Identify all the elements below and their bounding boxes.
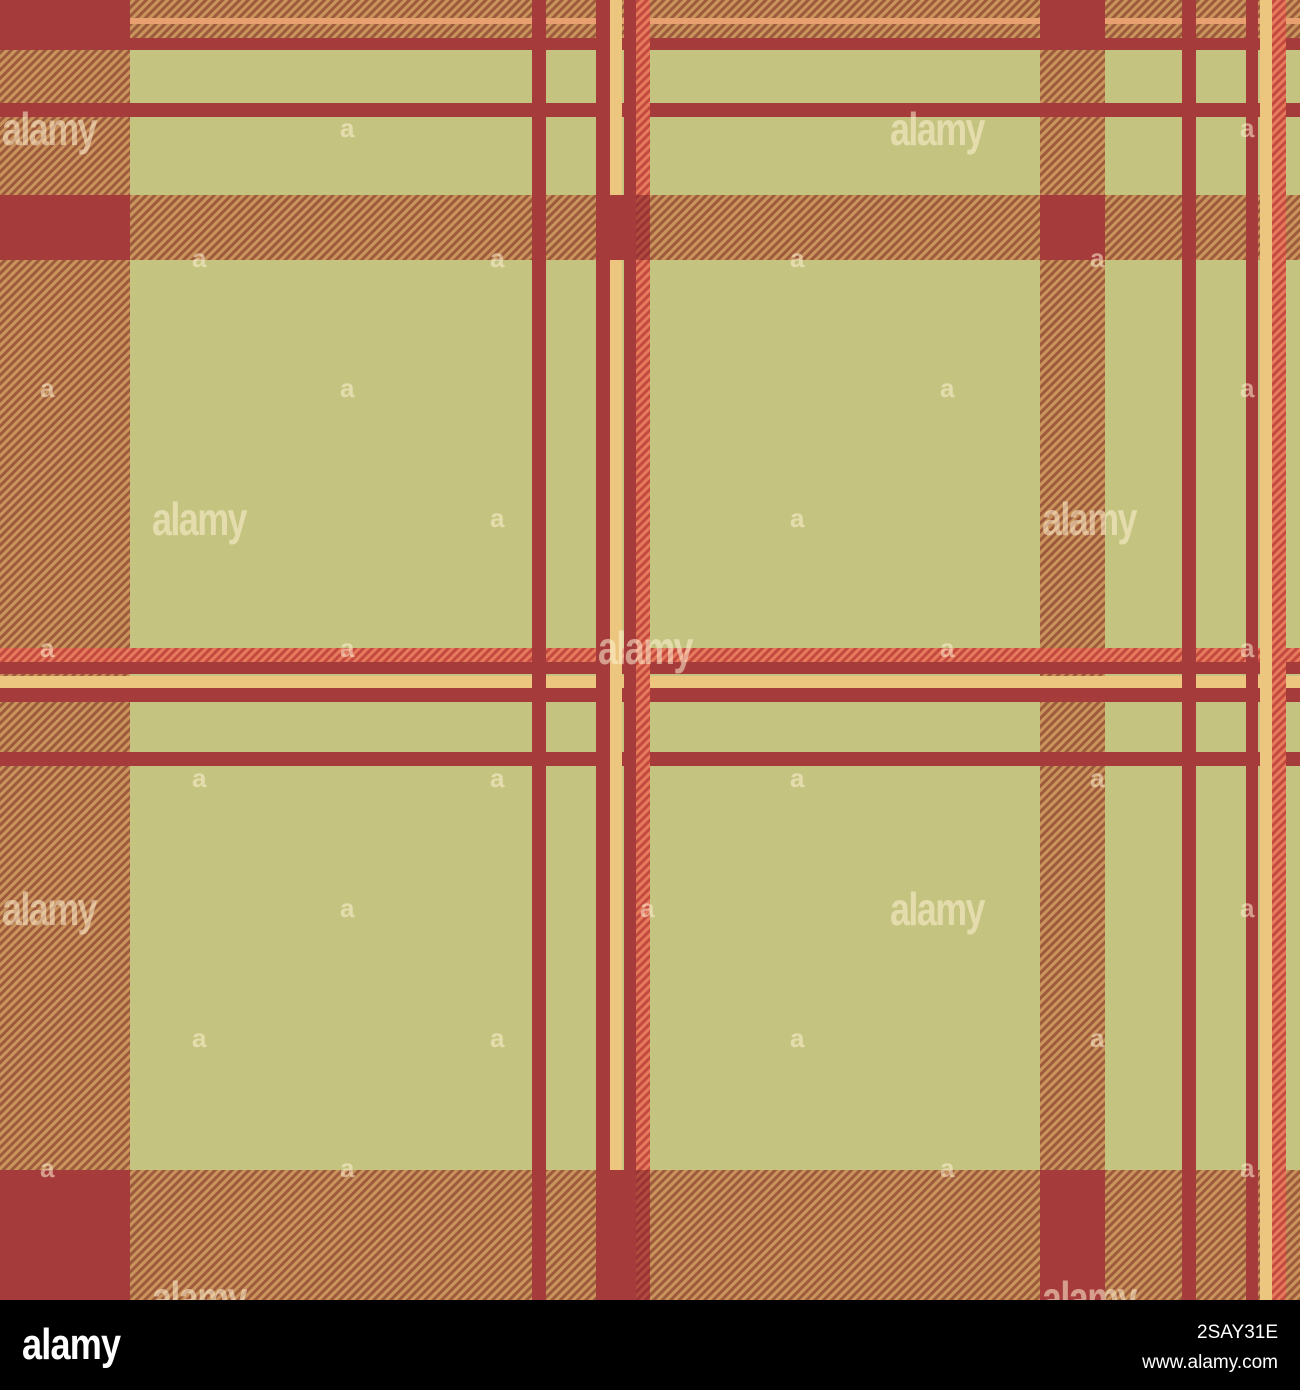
line-v-3 [610,0,622,1300]
footer-bar: alamy 2SAY31E www.alamy.com [0,1300,1300,1390]
line-v-4 [624,0,636,1300]
plaid-svg [0,0,1300,1300]
block-rust-tr [1040,0,1105,50]
cross-v5-top [636,195,650,260]
image-id-label: 2SAY31E [1197,1322,1278,1343]
cross-v1-top [532,195,546,260]
line-v-1 [532,0,546,1300]
line-v-6 [1182,0,1196,1300]
block-rust-br [1040,1170,1105,1300]
plaid-pattern: alamy alamy alamy alamy alamy alamy alam… [0,0,1300,1300]
cross-v2-top [596,195,636,260]
cross-v1-bot [532,1170,546,1300]
line-v-8 [1260,0,1272,1300]
line-v-9 [1272,0,1286,1300]
site-url-label: www.alamy.com [1142,1352,1278,1373]
line-v-5 [636,0,650,1300]
line-v-7 [1246,0,1258,1300]
block-rust-bl [0,1170,130,1300]
footer-logo: alamy [22,1320,121,1369]
block-rust-mr [1040,195,1105,260]
line-v-2 [596,0,610,1300]
block-rust-tl [0,0,130,50]
cross-v2-bot [596,1170,636,1300]
cross-v5-bot [636,1170,650,1300]
block-rust-ml [0,195,130,260]
